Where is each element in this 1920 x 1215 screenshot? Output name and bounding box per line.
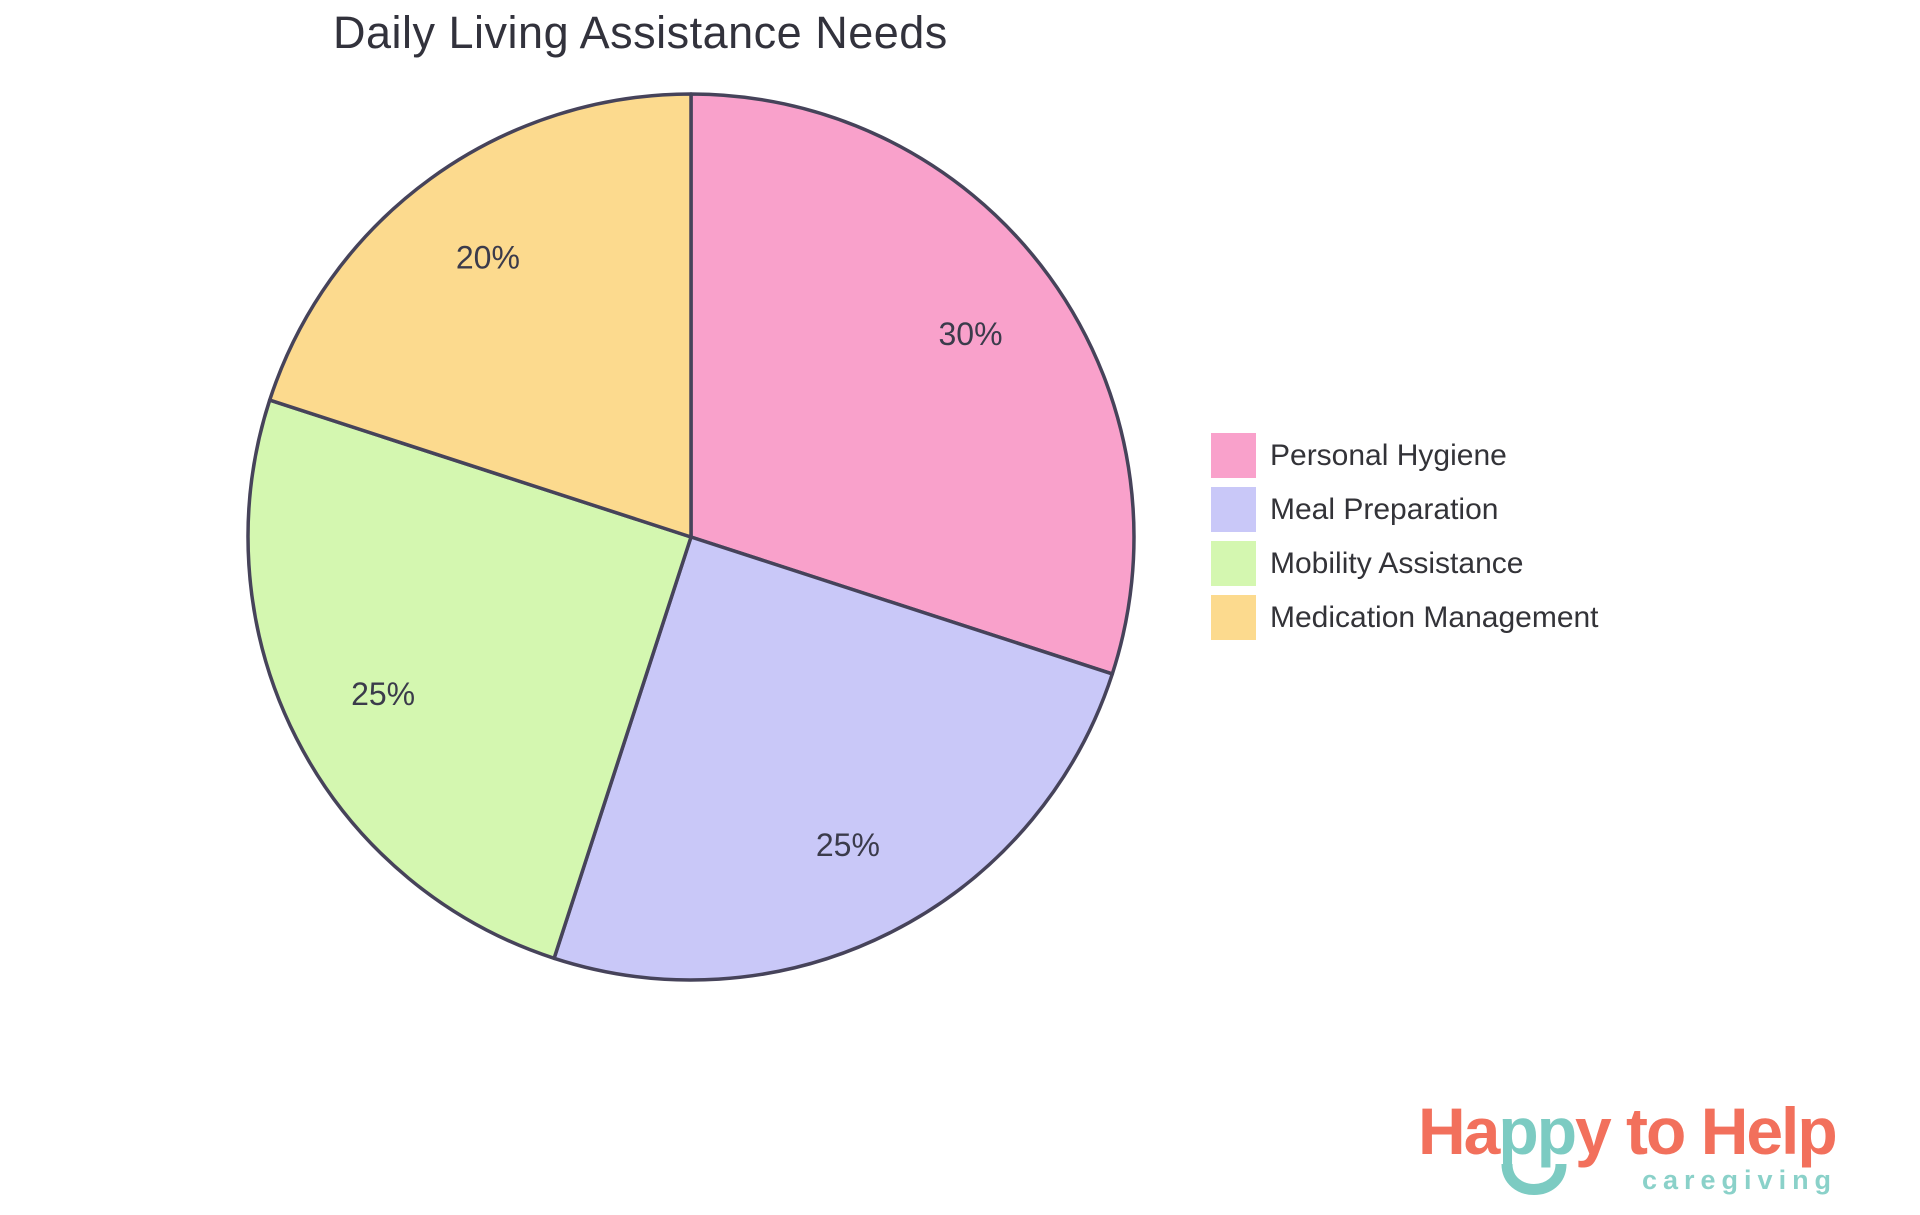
legend-item-mobility-assistance: Mobility Assistance: [1211, 541, 1599, 586]
legend-swatch-personal-hygiene: [1211, 433, 1256, 478]
logo-text-y-to-help: y to Help: [1575, 1094, 1838, 1168]
logo-text-pp: pp: [1498, 1094, 1577, 1168]
smile-arc: [1501, 1163, 1567, 1195]
logo-wordmark: Happy to Help: [1418, 1098, 1838, 1164]
pie-slice-personal-hygiene: [689, 92, 1136, 676]
legend-item-personal-hygiene: Personal Hygiene: [1211, 433, 1599, 478]
legend-swatch-medication-management: [1211, 595, 1256, 640]
pie-value-label-personal-hygiene: 30%: [938, 316, 1002, 352]
legend-swatch-mobility-assistance: [1211, 541, 1256, 586]
legend-label: Medication Management: [1270, 600, 1599, 634]
legend-label: Mobility Assistance: [1270, 546, 1524, 580]
legend-label: Personal Hygiene: [1270, 438, 1507, 472]
pie-slice-medication-management: [267, 92, 693, 539]
logo-text-ha: Ha: [1418, 1094, 1500, 1168]
pie-value-label-meal-preparation: 25%: [816, 827, 880, 863]
logo-tagline: caregiving: [1642, 1165, 1838, 1195]
smile-icon: [1501, 1163, 1567, 1195]
legend: Personal Hygiene Meal Preparation Mobility…: [1211, 433, 1599, 640]
pie-value-label-mobility-assistance: 25%: [351, 676, 415, 712]
logo-happy-to-help: Happy to Help caregiving: [1418, 1098, 1888, 1213]
pie-value-label-medication-management: 20%: [456, 240, 520, 276]
pie-slice-meal-preparation: [552, 535, 1115, 982]
legend-item-meal-preparation: Meal Preparation: [1211, 487, 1599, 532]
chart-title: Daily Living Assistance Needs: [333, 7, 948, 58]
legend-item-medication-management: Medication Management: [1211, 595, 1599, 640]
legend-swatch-meal-preparation: [1211, 487, 1256, 532]
pie-slice-mobility-assistance: [246, 398, 693, 961]
legend-label: Meal Preparation: [1270, 492, 1499, 526]
